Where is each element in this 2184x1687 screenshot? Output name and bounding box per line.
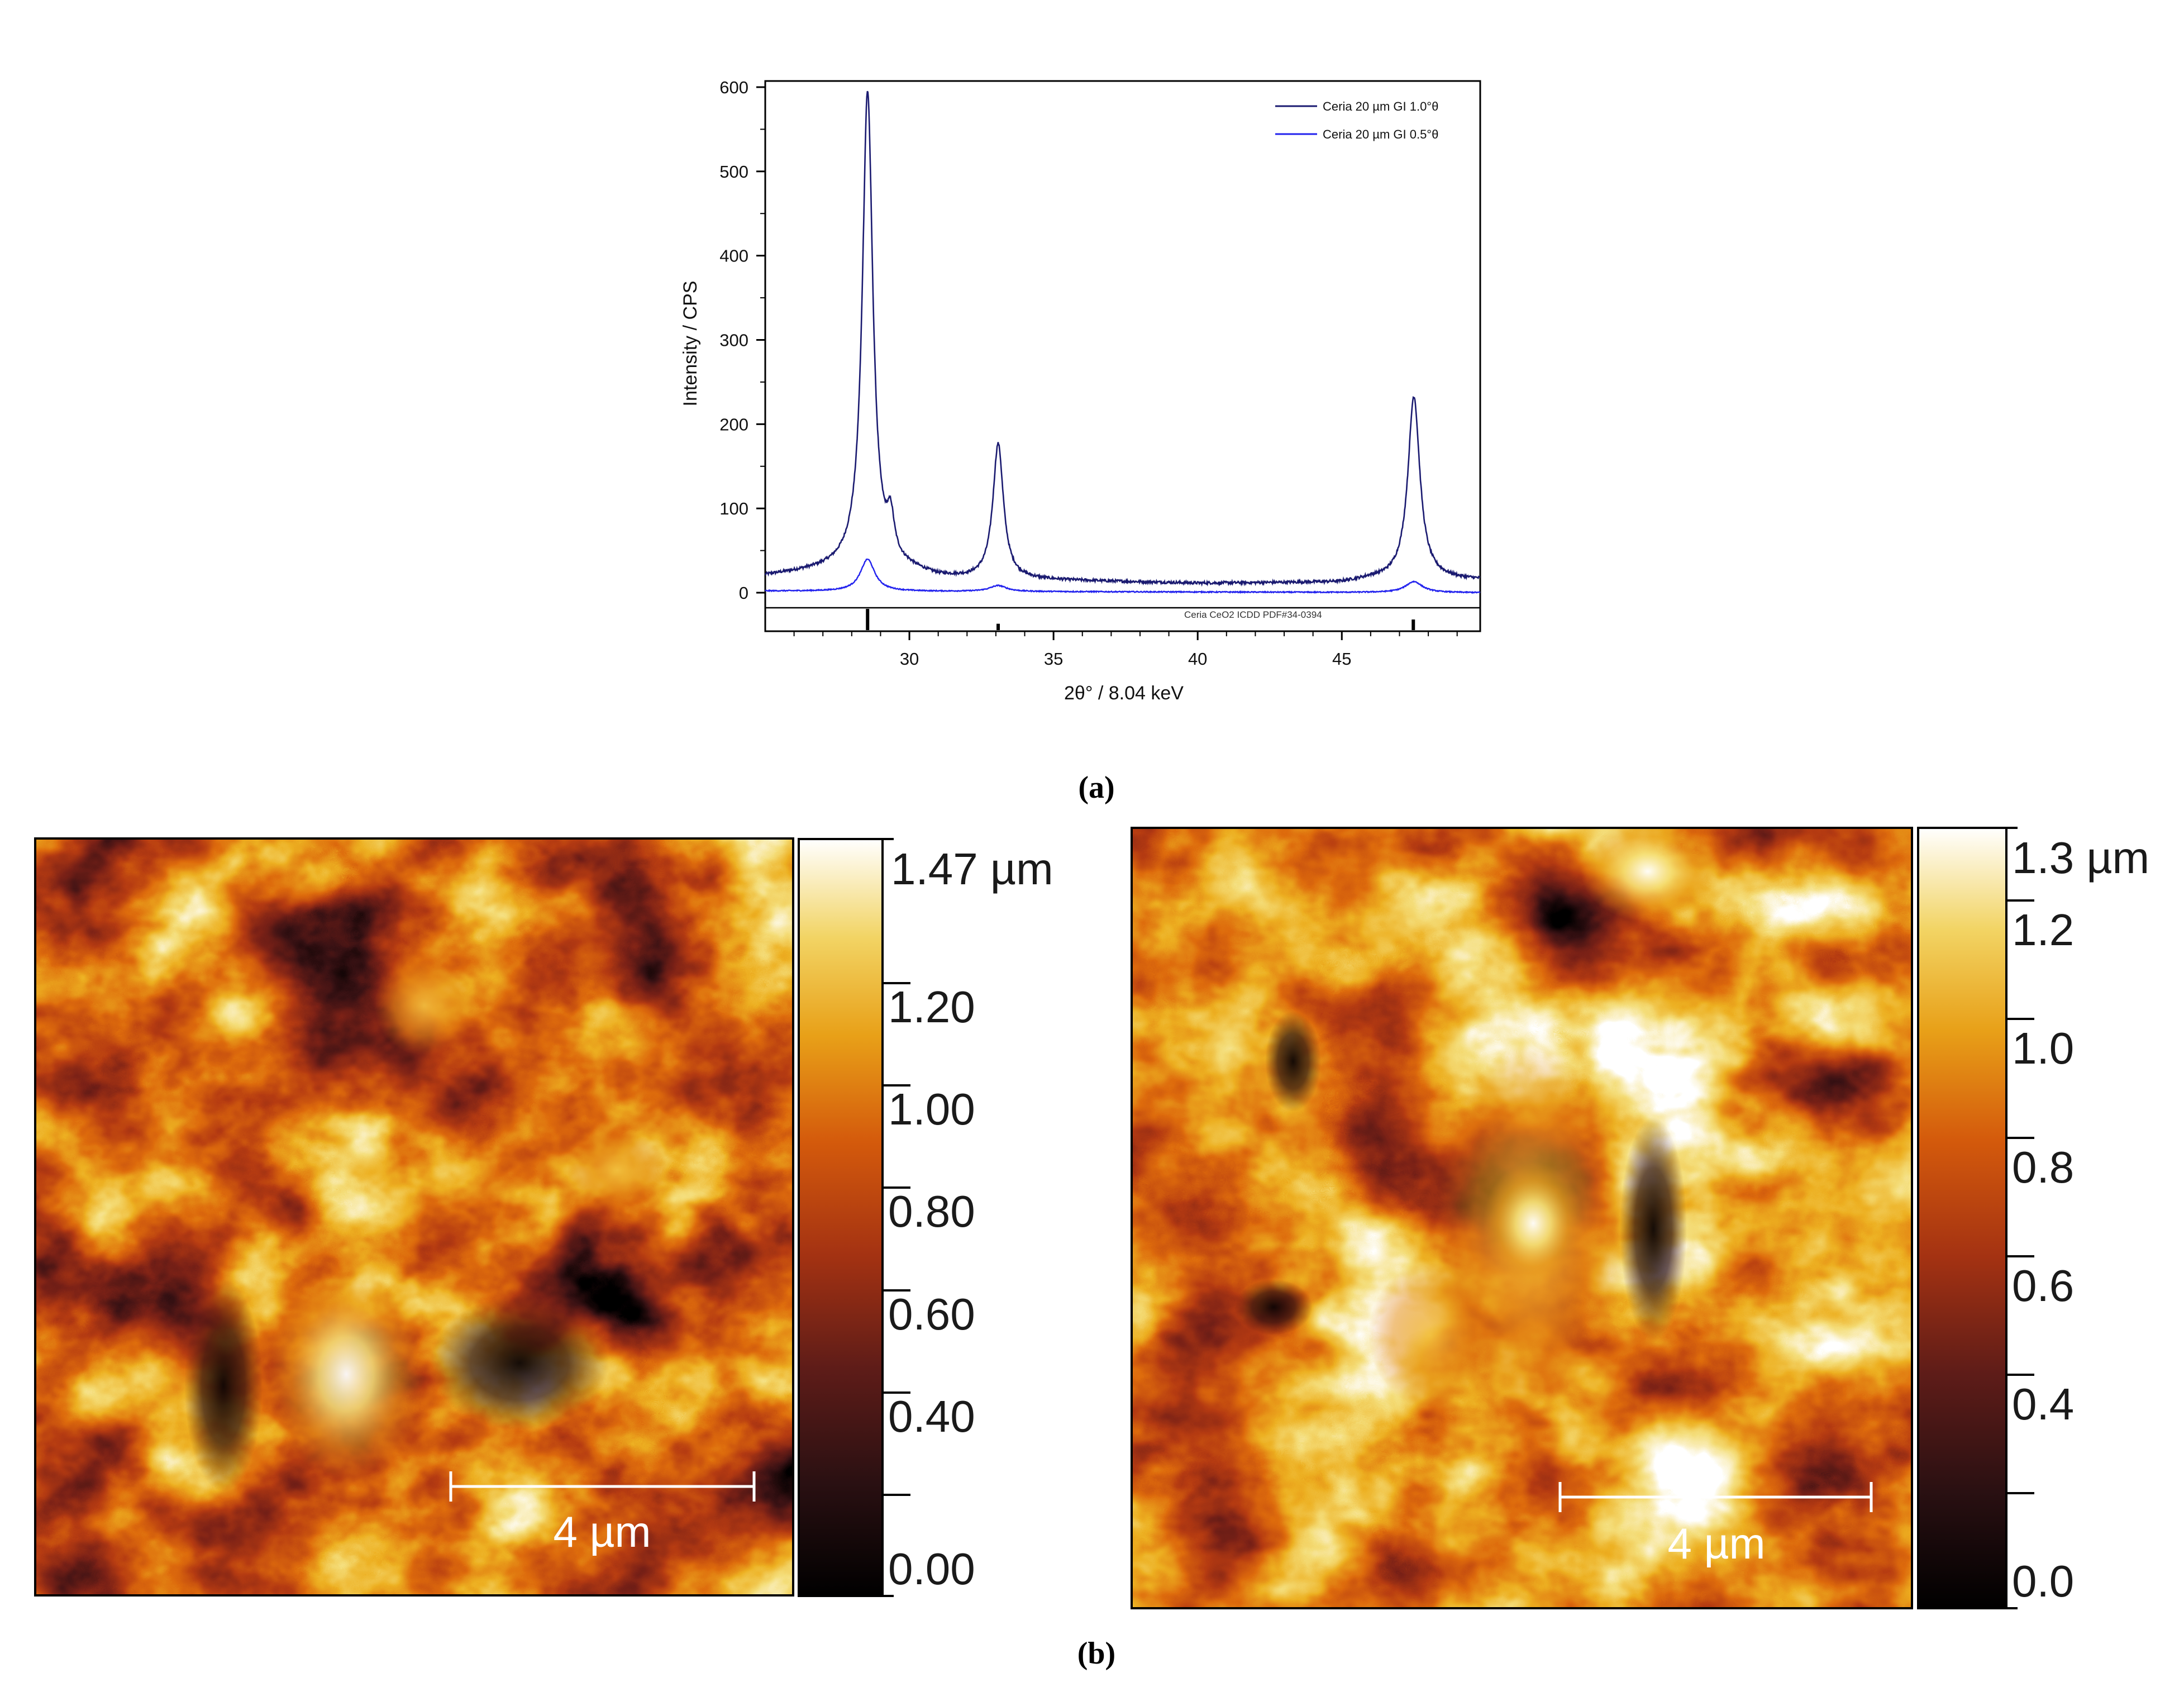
afm-warm-feature: [374, 955, 475, 1056]
colorbar-tick-label: 0.60: [888, 1289, 975, 1339]
panel-label-a: (a): [1078, 770, 1114, 805]
colorbar-tick-label: 0.8: [2012, 1142, 2074, 1192]
y-axis-ticks: 0 100 200 300 400 500 600: [719, 78, 765, 603]
afm-dark-pit: [430, 1296, 609, 1430]
afm-height-texture: [35, 838, 793, 1595]
colorbar-gradient: [798, 838, 884, 1597]
colorbar-right: 1.3 µm 1.2 1.0 0.8 0.6 0.4 0.0: [1917, 827, 2149, 1609]
x-axis-ticks: 30 35 40 45: [793, 631, 1458, 669]
x-tick-label: 30: [900, 649, 919, 669]
y-tick-label: 0: [739, 583, 748, 603]
afm-dark-pit: [1265, 1011, 1321, 1112]
colorbar-max-label: 1.47 µm: [891, 844, 1053, 894]
y-tick-label: 400: [719, 246, 748, 266]
y-tick-label: 100: [719, 499, 748, 518]
scale-bar-label: 4 µm: [1668, 1519, 1766, 1568]
afm-map-right: 4 µm: [1131, 827, 1913, 1609]
colorbar-ticks: [881, 838, 910, 1597]
legend-label-gi-0-5: Ceria 20 µm GI 0.5°θ: [1323, 127, 1438, 141]
y-axis-title: Intensity / CPS: [680, 281, 701, 407]
y-tick-label: 600: [719, 78, 748, 97]
colorbar-tick-label: 0.40: [888, 1391, 975, 1441]
x-tick-label: 35: [1044, 649, 1063, 669]
colorbar-tick-label: 0.80: [888, 1186, 975, 1236]
reference-lines: [866, 609, 1415, 630]
colorbar-tick-label: 0.0: [2012, 1556, 2074, 1606]
colorbar-tick-label: 1.0: [2012, 1023, 2074, 1073]
x-tick-label: 45: [1332, 649, 1351, 669]
scale-bar-label: 4 µm: [554, 1507, 651, 1556]
afm-map-left: 4 µm: [34, 837, 794, 1597]
colorbar-max-label: 1.3 µm: [2012, 833, 2149, 883]
legend: Ceria 20 µm GI 1.0°θ Ceria 20 µm GI 0.5°…: [1275, 99, 1438, 141]
afm-dark-pit: [1234, 1279, 1313, 1335]
afm-warm-feature: [567, 1131, 667, 1209]
series-layer: [764, 90, 1481, 594]
colorbar-gradient: [1917, 827, 2007, 1609]
afm-right-frame: [1131, 827, 1913, 1609]
afm-bright-feature: [1581, 828, 1715, 922]
afm-left-frame: [34, 837, 794, 1597]
colorbar-tick-label: 0.4: [2012, 1379, 2074, 1429]
series-line: [765, 558, 1481, 594]
y-tick-label: 500: [719, 162, 748, 182]
legend-label-gi-1-0: Ceria 20 µm GI 1.0°θ: [1323, 99, 1438, 113]
panel-label-b: (b): [1077, 1636, 1115, 1671]
colorbar-tick-label: 1.2: [2012, 905, 2074, 955]
afm-bright-feature: [1483, 1162, 1584, 1285]
colorbar-tick-label: 1.00: [888, 1084, 975, 1134]
xrd-chart: Ceria CeO2 ICDD PDF#34-0394 30 35 40 45 0 10…: [680, 78, 1481, 704]
colorbar-tick-label: 1.20: [888, 982, 975, 1032]
scale-bar-left: 4 µm: [449, 1471, 756, 1556]
x-axis-title: 2θ° / 8.04 keV: [1064, 683, 1184, 704]
afm-dark-pit: [1620, 1117, 1687, 1341]
afm-warm-feature: [1368, 1262, 1491, 1408]
series-line: [764, 90, 1481, 587]
colorbar-left: 1.47 µm 1.20 1.00 0.80 0.60 0.40 0.00: [798, 838, 1053, 1597]
y-tick-label: 300: [719, 331, 748, 350]
afm-dark-pit: [184, 1279, 263, 1491]
colorbar-tick-label: 0.6: [2012, 1261, 2074, 1310]
plot-frame: [764, 80, 1481, 632]
reference-pattern-label: Ceria CeO2 ICDD PDF#34-0394: [1184, 609, 1322, 620]
y-tick-label: 200: [719, 414, 748, 434]
scale-bar-right: 4 µm: [1558, 1482, 1873, 1568]
afm-bright-feature: [268, 1268, 425, 1480]
colorbar-tick-label: 0.00: [888, 1544, 975, 1594]
colorbar-ticks: [2005, 827, 2034, 1609]
x-tick-label: 40: [1188, 649, 1207, 669]
